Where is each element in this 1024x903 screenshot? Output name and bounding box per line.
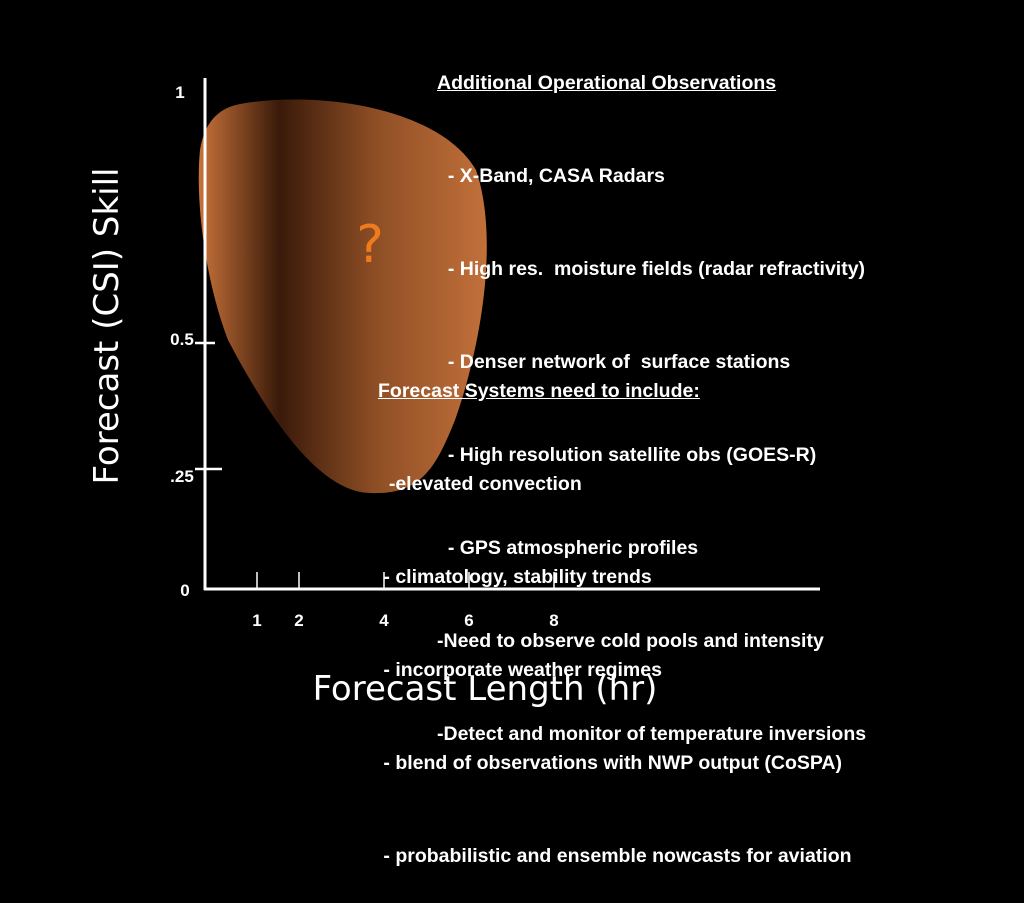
observation-item: - High res. moisture fields (radar refra… <box>437 258 866 280</box>
systems-header: Forecast Systems need to include: <box>378 380 700 402</box>
y-axis-title: Forecast (CSI) Skill <box>87 168 127 485</box>
x-axis-title: Forecast Length (hr) <box>313 669 658 709</box>
x-tick-label-4: 4 <box>379 611 389 630</box>
observation-item: -Need to observe cold pools and intensit… <box>437 630 824 652</box>
observation-item: - GPS atmospheric profiles <box>437 537 699 559</box>
y-tick-label-0: 0 <box>180 581 189 600</box>
observation-item: - High resolution satellite obs (GOES-R) <box>437 444 817 466</box>
y-tick-label-0.5: 0.5 <box>170 330 194 349</box>
system-item: - incorporate weather regimes <box>378 659 662 681</box>
y-tick-label-.25: .25 <box>170 467 194 486</box>
observations-list: Additional Operational Observations - X-… <box>437 6 866 781</box>
observation-item: -Detect and monitor of temperature inver… <box>437 723 867 745</box>
skill-region <box>198 99 487 494</box>
x-tick-label-6: 6 <box>464 611 473 630</box>
system-item: - probabilistic and ensemble nowcasts fo… <box>378 845 852 867</box>
observation-item: - Denser network of surface stations <box>437 351 791 373</box>
observation-item: - X-Band, CASA Radars <box>437 165 665 187</box>
question-mark-label: ? <box>356 215 384 275</box>
systems-list: Forecast Systems need to include: -eleva… <box>378 314 852 903</box>
x-tick-label-1: 1 <box>252 611 261 630</box>
system-item: -elevated convection <box>378 473 582 495</box>
x-tick-label-2: 2 <box>294 611 303 630</box>
system-item: - climatology, stability trends <box>378 566 652 588</box>
y-tick-label-1: 1 <box>175 83 184 102</box>
observations-header: Additional Operational Observations <box>437 72 777 94</box>
x-tick-label-8: 8 <box>549 611 558 630</box>
system-item: - blend of observations with NWP output … <box>378 752 843 774</box>
chart: 1 0.5 .25 0 1 2 4 6 8 Forecast Length (h… <box>87 78 820 709</box>
